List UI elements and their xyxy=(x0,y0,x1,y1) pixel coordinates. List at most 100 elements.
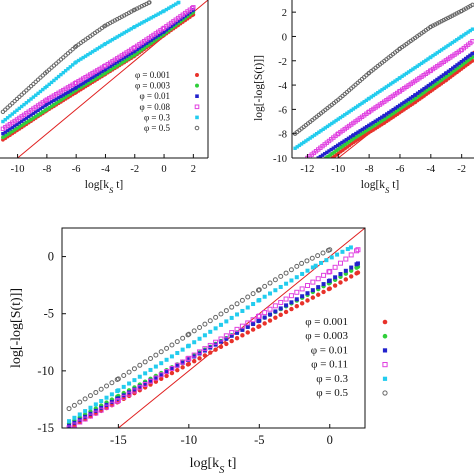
data-point xyxy=(83,54,88,58)
data-point xyxy=(278,284,283,289)
data-point xyxy=(453,64,457,69)
data-markers xyxy=(66,245,361,428)
data-point xyxy=(93,74,97,78)
data-point xyxy=(262,294,267,299)
data-point xyxy=(10,125,15,130)
y-axis-label: log[-log[S(t)]] xyxy=(253,55,265,121)
data-point xyxy=(8,127,12,131)
data-point xyxy=(147,40,151,44)
data-point xyxy=(164,369,170,375)
data-point xyxy=(262,315,267,320)
data-point xyxy=(384,85,389,89)
data-point xyxy=(153,375,159,381)
data-point xyxy=(142,359,148,365)
data-point xyxy=(329,255,334,260)
x-tick-label: -10 xyxy=(11,164,25,175)
data-point xyxy=(310,265,315,270)
data-point xyxy=(87,413,93,419)
data-point xyxy=(445,15,451,21)
data-point xyxy=(393,106,398,110)
data-point xyxy=(175,367,180,373)
data-point xyxy=(418,90,422,94)
data-point xyxy=(213,314,219,320)
data-point xyxy=(310,295,316,300)
data-point xyxy=(327,149,331,153)
data-point xyxy=(208,329,213,334)
data-point xyxy=(29,113,33,117)
data-point xyxy=(127,52,131,57)
data-point xyxy=(21,90,27,95)
data-point xyxy=(79,57,83,61)
data-point xyxy=(373,119,377,123)
x-tick-labels: -12 -10 -8 -6 -4 -2 xyxy=(300,154,466,175)
data-point xyxy=(174,2,178,6)
data-point xyxy=(245,330,250,335)
data-point xyxy=(31,81,36,87)
data-point xyxy=(380,115,384,119)
data-point xyxy=(351,107,356,111)
data-point xyxy=(188,10,192,15)
data-point xyxy=(100,44,104,48)
data-point xyxy=(349,108,353,113)
data-point xyxy=(29,97,33,101)
data-point xyxy=(332,283,338,288)
data-point xyxy=(446,69,451,74)
data-point xyxy=(140,44,144,49)
data-point xyxy=(457,36,461,41)
data-point xyxy=(461,58,466,62)
panel-bottom: -15 -10 -5 0 -15 -10 -5 0 log[kS t] log[-log[S… xyxy=(9,227,388,474)
legend-label: φ = 0.003 xyxy=(135,81,171,91)
data-point xyxy=(19,104,24,109)
data-point xyxy=(113,36,117,41)
data-point xyxy=(133,25,137,29)
data-point xyxy=(108,39,112,43)
data-point xyxy=(429,55,433,59)
data-point xyxy=(378,89,382,93)
data-point xyxy=(147,0,152,5)
data-point xyxy=(450,40,455,45)
data-point xyxy=(142,43,146,47)
data-point xyxy=(273,288,278,293)
data-point xyxy=(308,136,312,140)
data-point xyxy=(66,67,70,71)
data-point xyxy=(309,255,315,261)
data-point xyxy=(153,352,159,358)
data-point xyxy=(278,312,283,318)
data-point xyxy=(95,72,99,77)
x-axis-label: log[kS t] xyxy=(190,456,237,474)
data-point xyxy=(88,51,92,55)
data-point xyxy=(54,97,58,101)
data-point xyxy=(3,130,7,134)
data-point xyxy=(251,302,256,307)
data-point xyxy=(224,341,229,347)
data-point xyxy=(109,380,115,386)
data-point xyxy=(164,7,169,12)
data-point xyxy=(327,247,333,253)
data-point xyxy=(82,396,88,402)
y-tick-label: -2 xyxy=(278,57,287,68)
data-point xyxy=(151,36,156,41)
data-point xyxy=(158,372,164,378)
data-point xyxy=(245,320,251,326)
data-point xyxy=(344,138,348,142)
data-point xyxy=(218,336,224,342)
x-tick-label: -12 xyxy=(300,164,314,175)
data-point xyxy=(197,336,202,341)
data-point xyxy=(169,342,175,348)
data-point xyxy=(413,93,418,97)
data-point xyxy=(326,269,332,275)
series-phi_0_3 xyxy=(1,0,181,124)
data-point xyxy=(162,29,166,34)
data-point xyxy=(115,60,119,64)
data-point xyxy=(12,98,17,104)
data-point xyxy=(218,311,224,317)
data-point xyxy=(41,105,45,109)
data-point xyxy=(3,107,8,112)
data-point xyxy=(349,265,354,270)
data-point xyxy=(104,395,109,400)
data-point xyxy=(267,306,273,312)
data-point xyxy=(33,79,38,85)
data-point xyxy=(104,383,110,389)
plot-frame xyxy=(61,227,366,429)
data-point xyxy=(404,71,409,76)
